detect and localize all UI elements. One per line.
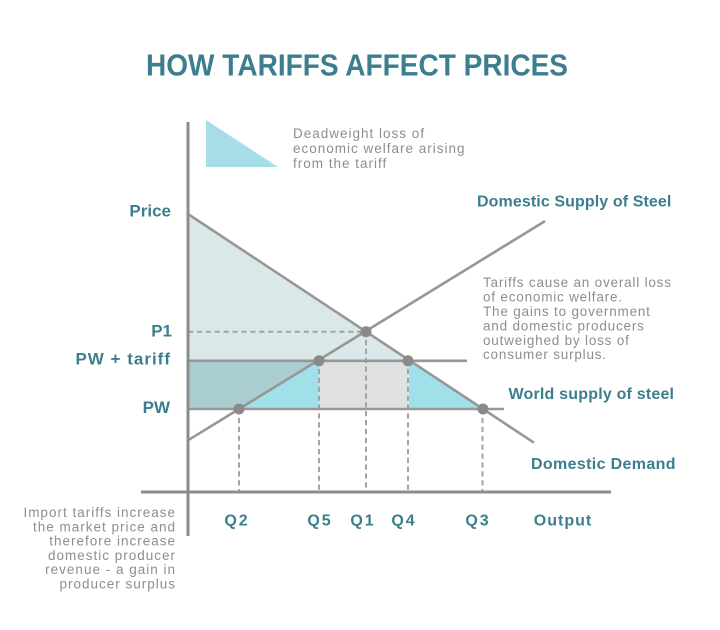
svg-text:The gains to government: The gains to government: [483, 304, 651, 319]
svg-text:Domestic Demand: Domestic Demand: [531, 456, 676, 473]
svg-text:consumer surplus.: consumer surplus.: [483, 347, 607, 362]
svg-text:Tariffs cause an overall loss: Tariffs cause an overall loss: [483, 275, 672, 290]
svg-text:HOW TARIFFS AFFECT PRICES: HOW TARIFFS AFFECT PRICES: [146, 48, 568, 83]
svg-text:Q3: Q3: [465, 513, 490, 530]
svg-text:therefore increase: therefore increase: [49, 534, 176, 549]
svg-text:Q5: Q5: [307, 513, 332, 530]
svg-text:Output: Output: [534, 513, 592, 530]
svg-text:the market price and: the market price and: [33, 519, 176, 534]
svg-text:PW: PW: [143, 398, 171, 417]
svg-text:of economic welfare.: of economic welfare.: [483, 290, 623, 305]
svg-text:Price: Price: [129, 202, 171, 221]
svg-text:from the tariff: from the tariff: [293, 156, 387, 171]
svg-text:World supply of steel: World supply of steel: [509, 386, 675, 403]
svg-text:domestic producer: domestic producer: [48, 548, 176, 563]
svg-text:Deadweight loss of: Deadweight loss of: [293, 126, 425, 141]
svg-text:revenue - a gain in: revenue - a gain in: [45, 562, 176, 577]
svg-text:Domestic Supply of Steel: Domestic Supply of Steel: [477, 194, 671, 211]
svg-text:Q1: Q1: [350, 513, 375, 530]
svg-text:and domestic producers: and domestic producers: [483, 318, 645, 333]
svg-text:producer surplus: producer surplus: [59, 577, 176, 592]
svg-text:P1: P1: [151, 321, 172, 340]
svg-text:economic welfare arising: economic welfare arising: [293, 141, 466, 156]
svg-text:PW + tariff: PW + tariff: [75, 349, 171, 368]
svg-text:Q2: Q2: [224, 513, 249, 530]
svg-text:Import tariffs increase: Import tariffs increase: [23, 505, 176, 520]
svg-text:outweighed by loss of: outweighed by loss of: [483, 333, 630, 348]
svg-text:Q4: Q4: [391, 513, 416, 530]
